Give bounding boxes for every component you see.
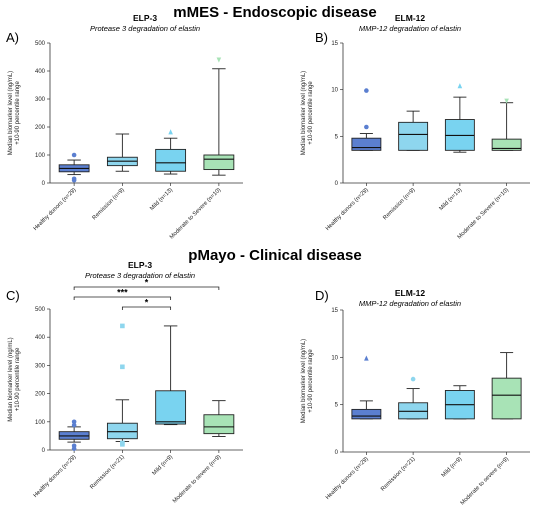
y-axis-label: +10-90 percentile range	[15, 81, 21, 145]
significance-label: *	[145, 298, 149, 308]
y-axis-label: +10-90 percentile range	[308, 349, 314, 413]
significance-label: *	[145, 278, 149, 288]
outlier-point	[120, 364, 125, 370]
chart-subtitle: Protease 3 degradation of elastin	[90, 24, 200, 33]
y-axis-label: Median biomarker level (ng/mL)	[8, 337, 14, 421]
significance-bracket	[73, 296, 172, 300]
chart-subtitle: MMP-12 degradation of elastin	[359, 299, 461, 308]
y-tick-label: 15	[331, 308, 338, 314]
box	[351, 137, 382, 151]
box	[106, 422, 138, 440]
y-tick-label: 300	[35, 363, 46, 369]
outlier-point	[71, 176, 77, 182]
panel-letter: C)	[6, 288, 20, 303]
x-category-label: Moderate to Severe (n=10)	[457, 187, 510, 240]
y-tick-label: 10	[331, 355, 338, 361]
chart-title: ELP-3	[128, 260, 152, 270]
y-tick-label: 10	[331, 88, 338, 94]
y-tick-label: 400	[35, 69, 46, 75]
outlier-point	[120, 440, 125, 446]
x-category-label: Healthy donors (n=29)	[325, 187, 370, 232]
box	[155, 390, 187, 425]
panel-letter: A)	[6, 30, 19, 45]
panel-letter: D)	[315, 288, 329, 303]
outlier-point	[71, 422, 77, 428]
box	[351, 408, 382, 420]
significance-bracket	[121, 306, 172, 310]
y-tick-label: 0	[42, 448, 46, 454]
chart-title: ELP-3	[133, 13, 157, 23]
x-category-label: Remission (n=9)	[92, 187, 126, 221]
box	[203, 414, 235, 435]
y-axis-label: Median biomarker level (ng/mL)	[301, 71, 307, 155]
y-tick-label: 0	[335, 181, 339, 187]
outlier-point	[168, 129, 173, 135]
outlier-point	[364, 124, 369, 130]
outlier-point	[120, 323, 125, 329]
significance-bracket	[73, 286, 220, 290]
y-tick-label: 100	[35, 420, 46, 426]
x-category-label: Mild (n=13)	[149, 187, 174, 212]
x-category-label: Moderate to severe (n=9)	[460, 456, 510, 505]
y-tick-label: 5	[335, 134, 339, 140]
x-category-label: Remission (n=9)	[382, 187, 416, 221]
y-axis-label: +10-90 percentile range	[15, 347, 21, 411]
outlier-point	[71, 152, 77, 158]
x-category-label: Healthy donors (n=29)	[33, 187, 78, 232]
x-category-label: Mild (n=9)	[151, 454, 174, 477]
section-title: mMES - Endoscopic disease	[173, 4, 376, 21]
x-category-label: Moderate to severe (n=9)	[172, 454, 222, 504]
box	[155, 148, 187, 172]
x-category-label: Remission (n=21)	[380, 456, 417, 493]
box	[203, 154, 235, 171]
chart-title: ELM-12	[395, 13, 426, 23]
outlier-point	[457, 83, 463, 89]
y-axis-label: +10-90 percentile range	[308, 81, 314, 145]
y-tick-label: 200	[35, 125, 46, 131]
y-tick-label: 0	[335, 450, 339, 456]
chart-title: ELM-12	[395, 288, 426, 298]
x-category-label: Remission (n=21)	[89, 454, 126, 491]
y-tick-label: 500	[35, 41, 46, 47]
y-tick-label: 0	[42, 181, 46, 187]
box	[398, 121, 429, 151]
y-tick-label: 300	[35, 97, 46, 103]
outlier-point	[410, 376, 416, 382]
x-category-label: Healthy donors (n=29)	[325, 456, 370, 501]
y-axis-label: Median biomarker level (ng/mL)	[301, 339, 307, 423]
significance-label: ***	[117, 288, 128, 298]
outlier-point	[504, 98, 509, 104]
chart-subtitle: MMP-12 degradation of elastin	[359, 24, 461, 33]
y-axis-label: Median biomarker level (ng/mL)	[8, 71, 14, 155]
x-category-label: Mild (n=13)	[438, 187, 463, 212]
outlier-point	[364, 88, 369, 93]
x-category-label: Healthy donors (n=29)	[33, 454, 78, 499]
y-tick-label: 5	[335, 403, 339, 409]
y-tick-label: 500	[35, 307, 46, 313]
outlier-point	[216, 57, 222, 63]
y-tick-label: 200	[35, 392, 46, 398]
outlier-point	[364, 355, 369, 361]
section-title: pMayo - Clinical disease	[188, 247, 361, 264]
x-category-label: Moderate to Severe (n=10)	[169, 187, 222, 240]
box	[491, 377, 522, 420]
y-tick-label: 15	[331, 41, 338, 47]
outlier-point	[71, 419, 77, 425]
y-tick-label: 400	[35, 335, 46, 341]
y-tick-label: 100	[35, 153, 46, 159]
x-category-label: Mild (n=9)	[441, 456, 464, 479]
panel-letter: B)	[315, 30, 328, 45]
box	[491, 138, 522, 151]
outlier-point	[71, 446, 77, 451]
chart-subtitle: Protease 3 degradation of elastin	[85, 271, 195, 280]
